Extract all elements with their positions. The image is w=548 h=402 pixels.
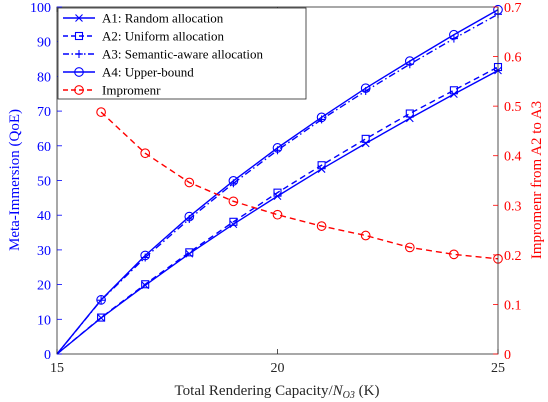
- data-point-impromenr: [449, 249, 459, 260]
- data-point-a3-semantic-aware-allocation: [273, 146, 282, 155]
- y-tick-label-left: 100: [30, 1, 51, 16]
- tick-labels: 15 20 25010203040506070809010000.10.20.30.…: [30, 1, 522, 376]
- data-point-a2-uniform-allocation: [361, 134, 370, 143]
- data-point-a2-uniform-allocation: [449, 86, 458, 95]
- data-point-a2-uniform-allocation: [273, 188, 282, 197]
- legend-label: A3: Semantic-aware allocation: [102, 47, 263, 62]
- y-tick-label-right: 0.6: [504, 51, 522, 66]
- y-tick-label-left: 20: [37, 279, 51, 294]
- legend-marker: [74, 31, 84, 41]
- legend-marker: [74, 85, 84, 95]
- y-tick-label-left: 70: [37, 105, 51, 120]
- data-point-a4-upper-bound: [184, 211, 195, 222]
- y-tick-label-left: 90: [37, 36, 51, 51]
- x-axis-title: Total Rendering Capacity/NO3 (K): [175, 383, 380, 401]
- data-point-a2-uniform-allocation: [317, 161, 326, 170]
- x-tick-label: 15: [50, 361, 64, 376]
- data-point-impromenr: [272, 209, 283, 220]
- data-point-a2-uniform-allocation: [405, 109, 414, 118]
- legend-item-a2-uniform-allocation: A2: Uniform allocation: [63, 29, 225, 44]
- y-tick-label-left: 40: [37, 209, 51, 224]
- data-point-a4-upper-bound: [360, 83, 371, 94]
- data-point-impromenr: [140, 148, 151, 159]
- data-point-a4-upper-bound: [140, 250, 151, 261]
- legend-item-a4-upper-bound: A4: Upper-bound: [63, 65, 194, 80]
- data-point-a4-upper-bound: [272, 143, 283, 153]
- y-tick-label-right: 0.3: [504, 199, 522, 214]
- y-tick-label-right: 0.5: [504, 100, 522, 115]
- data-point-a1-random-allocation: [361, 139, 370, 148]
- data-point-a3-semantic-aware-allocation: [229, 179, 238, 188]
- y-axis-title-right: Impromenr from A2 to A3: [529, 101, 545, 259]
- y-tick-label-right: 0.7: [504, 1, 522, 16]
- x-axis-title-unit: (K): [355, 383, 380, 399]
- y-tick-label-right: 0.2: [504, 249, 522, 264]
- y-tick-label-right: 0: [504, 348, 511, 363]
- legend-label: A2: Uniform allocation: [102, 29, 225, 44]
- x-axis-title-main: Total Rendering Capacity/: [175, 383, 334, 399]
- y-tick-label-left: 80: [37, 70, 51, 85]
- legend-item-a3-semantic-aware-allocation: A3: Semantic-aware allocation: [63, 47, 263, 62]
- y-tick-label-left: 30: [37, 244, 51, 259]
- data-point-impromenr: [360, 230, 371, 241]
- data-point-a2-uniform-allocation: [229, 217, 238, 226]
- y-tick-label-left: 60: [37, 140, 51, 155]
- x-axis-title-sub: O3: [343, 390, 355, 401]
- data-point-a2-uniform-allocation: [141, 280, 150, 289]
- legend-items: A1: Random allocation A2: Uniform allocat…: [63, 11, 263, 98]
- x-tick-label: 25: [491, 361, 505, 376]
- data-point-a4-upper-bound: [316, 112, 327, 123]
- data-point-a3-semantic-aware-allocation: [185, 215, 194, 224]
- y-tick-label-left: 0: [44, 348, 51, 363]
- series-line-a1-random-allocation: [56, 69, 499, 355]
- legend-label: A1: Random allocation: [102, 11, 224, 26]
- legend-box: [57, 7, 307, 100]
- data-point-impromenr: [228, 196, 239, 207]
- y-tick-label-right: 0.1: [504, 298, 522, 313]
- x-tick-label: 20: [271, 361, 285, 376]
- series-line-a2-uniform-allocation: [56, 66, 499, 355]
- data-point-a4-upper-bound: [96, 295, 106, 305]
- data-point-a4-upper-bound: [404, 56, 415, 66]
- legend-marker: [74, 67, 84, 77]
- data-point-a1-random-allocation: [229, 220, 238, 229]
- legend-marker: [75, 50, 83, 58]
- data-point-a2-uniform-allocation: [97, 313, 106, 322]
- y-axis-title-left: Meta-Immersion (QoE): [7, 109, 23, 251]
- data-point-impromenr: [184, 177, 195, 188]
- legend: A1: Random allocation A2: Uniform allocat…: [57, 7, 307, 100]
- legend-item-a1-random-allocation: A1: Random allocation: [63, 11, 224, 26]
- legend-marker: [75, 14, 83, 22]
- data-point-a3-semantic-aware-allocation: [361, 86, 370, 95]
- y-tick-label-right: 0.4: [504, 150, 522, 165]
- data-point-a2-uniform-allocation: [185, 248, 194, 257]
- legend-label: A4: Upper-bound: [102, 65, 194, 80]
- data-point-a1-random-allocation: [405, 114, 414, 123]
- series-line-impromenr: [100, 111, 499, 260]
- legend-item-impromenr: Impromenr: [63, 83, 161, 98]
- legend-label: Impromenr: [102, 83, 161, 98]
- x-axis-title-var: N: [332, 383, 344, 399]
- data-point-a4-upper-bound: [449, 29, 459, 40]
- data-point-a3-semantic-aware-allocation: [97, 296, 106, 305]
- y-tick-label-left: 50: [37, 175, 51, 190]
- data-point-a4-upper-bound: [228, 175, 239, 186]
- data-point-impromenr: [404, 242, 415, 253]
- data-point-impromenr: [316, 221, 327, 231]
- data-point-impromenr: [96, 107, 106, 117]
- data-point-a1-random-allocation: [97, 314, 105, 322]
- y-tick-label-left: 10: [37, 313, 51, 328]
